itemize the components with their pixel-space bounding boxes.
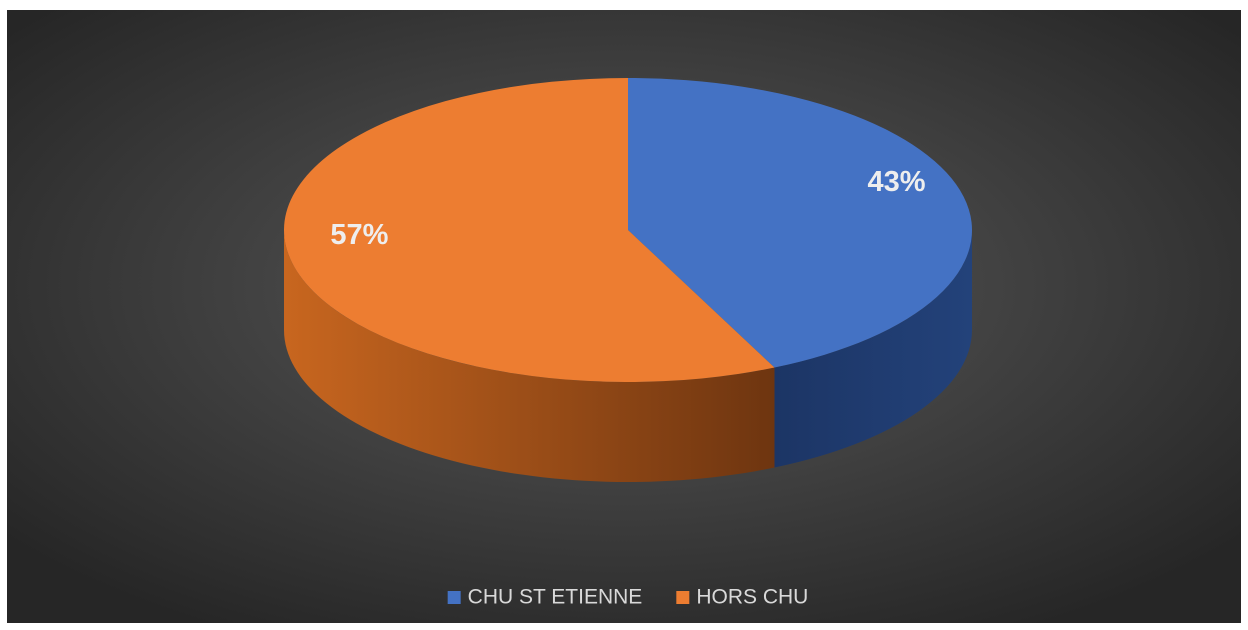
legend-label: CHU ST ETIENNE [468,586,643,609]
legend-swatch [676,591,690,604]
data-label: 57% [330,219,388,251]
slice-side [283,230,775,482]
data-label: 43% [868,166,926,198]
legend-label: HORS CHU [696,586,808,609]
slice [628,78,972,368]
slice [283,78,775,382]
legend-swatch [447,591,461,604]
slice-side [774,230,972,468]
